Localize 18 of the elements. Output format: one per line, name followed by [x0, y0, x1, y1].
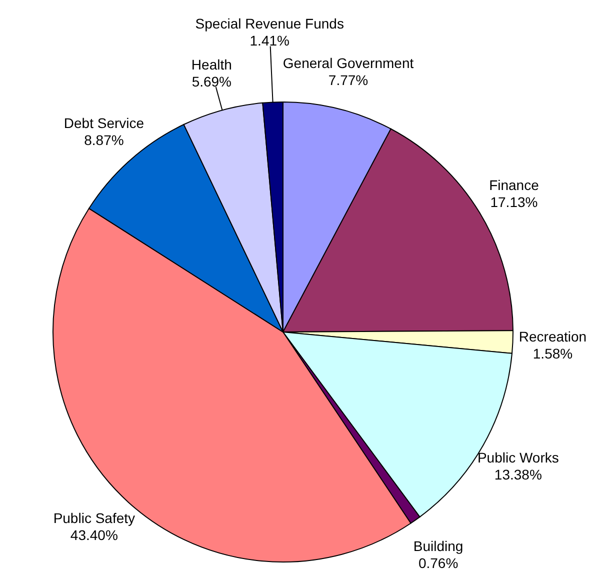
data-label: 5.69% — [192, 74, 232, 90]
data-label: 17.13% — [490, 194, 538, 210]
slice-label: Special Revenue Funds — [195, 15, 344, 32]
slice-label: Finance — [489, 177, 540, 194]
slice-label: Building — [413, 538, 464, 554]
slice-label: Recreation — [518, 328, 587, 345]
data-label: 1.41% — [250, 32, 290, 48]
data-label: 43.40% — [70, 526, 118, 543]
slice-label: Public Safety — [53, 510, 136, 526]
data-label: 0.76% — [418, 554, 458, 571]
slice-label: General Government — [282, 55, 414, 72]
slice-label: Debt Service — [64, 114, 144, 131]
data-label: 13.38% — [494, 466, 542, 483]
data-label: 1.58% — [532, 346, 573, 362]
slice-label: Public Works — [477, 450, 559, 466]
data-label: 7.77% — [328, 72, 368, 88]
slice-label: Health — [191, 56, 232, 73]
data-label: 8.87% — [84, 132, 124, 148]
